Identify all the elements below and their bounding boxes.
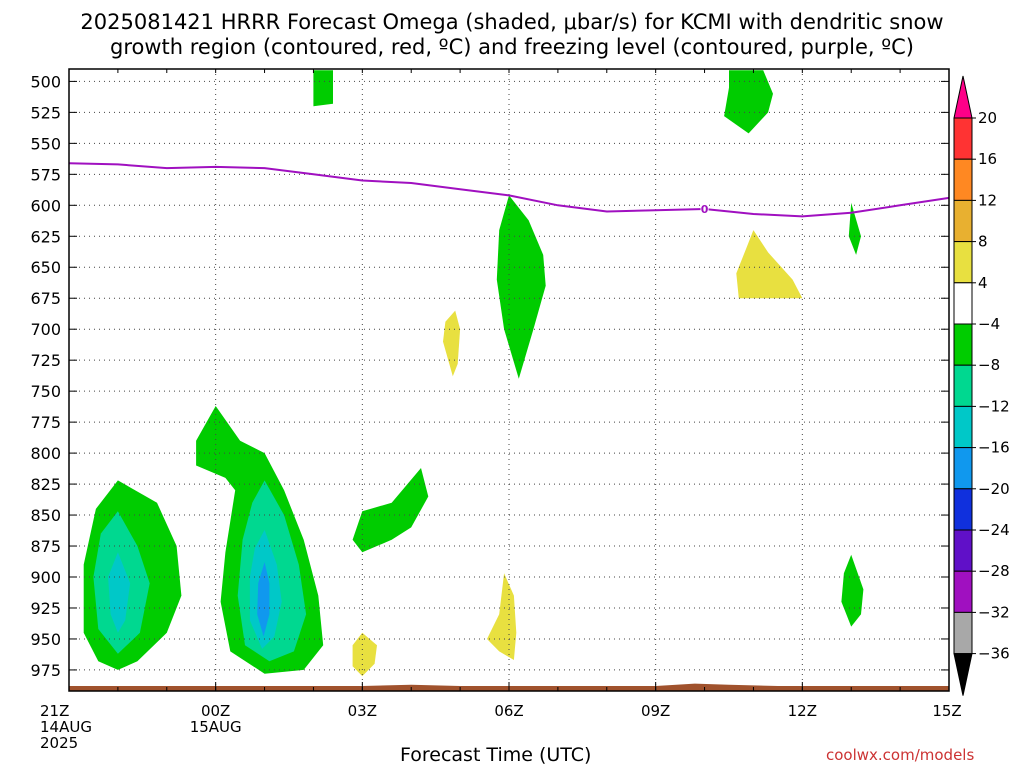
colorbar-label: −16: [978, 439, 1010, 457]
x-tick-label: 03Z: [348, 702, 377, 720]
x-tick-label: 15AUG: [190, 718, 242, 736]
y-tick-label: 950: [30, 630, 61, 649]
freezing-level-layer: 0: [68, 162, 950, 218]
colorbar-label: −20: [978, 480, 1010, 498]
y-tick-label: 900: [30, 568, 61, 587]
y-tick-label: 650: [30, 258, 61, 277]
y-tick-label: 600: [30, 196, 61, 215]
freezing-level-label-bg: [700, 202, 709, 216]
omega-region: [848, 202, 861, 255]
colorbar-segment: [953, 488, 973, 531]
colorbar: 20 16 12 8 4 −4 −8 −12 −16 −20 −24 −28 −32 −36: [953, 75, 1010, 696]
y-tick-label: 975: [30, 661, 61, 680]
colorbar-segment: [953, 199, 973, 243]
colorbar-label: −32: [978, 603, 1010, 621]
colorbar-segment: [953, 611, 973, 655]
y-tick-label: 625: [30, 227, 61, 246]
x-tick-label: 21Z: [40, 702, 69, 720]
grid-layer: [69, 69, 949, 691]
y-tick-label: 700: [30, 320, 61, 339]
omega-region: [352, 468, 429, 553]
omega-region: [108, 552, 131, 633]
x-tick-label: 2025: [40, 734, 78, 752]
x-axis-title: Forecast Time (UTC): [400, 744, 592, 766]
y-tick-label: 725: [30, 351, 61, 370]
colorbar-bottom-arrow: [953, 653, 973, 696]
colorbar-label: −12: [978, 397, 1010, 415]
y-tick-label: 525: [30, 103, 61, 122]
colorbar-segment: [953, 405, 973, 449]
y-tick-label: 750: [30, 382, 61, 401]
y-tick-label: 850: [30, 506, 61, 525]
colorbar-label: 16: [978, 150, 997, 168]
omega-region: [257, 562, 270, 637]
colorbar-top-arrow: [953, 75, 973, 119]
colorbar-segment: [953, 447, 973, 490]
colorbar-label: 20: [978, 109, 997, 127]
colorbar-label: −28: [978, 562, 1010, 580]
freezing-level-label: 0: [701, 203, 709, 216]
colorbar-segment: [953, 529, 973, 572]
colorbar-segment: [953, 158, 973, 201]
chart-title-line-1: 2025081421 HRRR Forecast Omega (shaded, …: [80, 10, 944, 34]
omega-region: [487, 573, 517, 660]
colorbar-segment: [953, 117, 973, 160]
omega-region: [496, 195, 546, 379]
colorbar-segment: [953, 323, 973, 366]
x-tick-label: 14AUG: [40, 718, 92, 736]
y-tick-label: 825: [30, 475, 61, 494]
watermark-link[interactable]: coolwx.com/models: [826, 746, 975, 764]
y-tick-label: 775: [30, 413, 61, 432]
colorbar-segment: [953, 364, 973, 407]
x-tick-label: 06Z: [494, 702, 523, 720]
y-tick-label: 800: [30, 444, 61, 463]
y-tick-label: 675: [30, 289, 61, 308]
y-tick-label: 925: [30, 599, 61, 618]
y-tick-label: 500: [30, 72, 61, 91]
freezing-level-line: [68, 162, 950, 218]
x-tick-label: 09Z: [641, 702, 670, 720]
y-axis-labels: 500 525 550 575 600 625 650 675 700 725 750 775 800 8…: [30, 72, 61, 680]
omega-region: [841, 554, 864, 627]
colorbar-segment: [953, 570, 973, 613]
omega-region: [352, 632, 377, 677]
x-tick-label: 15Z: [932, 702, 961, 720]
x-tick-label: 12Z: [788, 702, 817, 720]
omega-region: [313, 70, 333, 107]
y-tick-label: 875: [30, 537, 61, 556]
axis-ticks: [68, 69, 950, 691]
y-tick-label: 550: [30, 134, 61, 153]
colorbar-label: 8: [978, 233, 988, 251]
colorbar-segment: [953, 241, 973, 284]
colorbar-label: 12: [978, 191, 997, 209]
omega-shading-layer: [83, 70, 864, 677]
colorbar-label: −24: [978, 521, 1010, 539]
omega-region: [724, 70, 773, 134]
omega-region: [443, 310, 461, 377]
colorbar-label: −8: [978, 356, 1000, 374]
omega-region: [736, 230, 803, 299]
x-tick-label: 00Z: [201, 702, 230, 720]
colorbar-label: 4: [978, 274, 988, 292]
colorbar-label: −4: [978, 315, 1000, 333]
y-tick-label: 575: [30, 165, 61, 184]
chart-title-line-2: growth region (contoured, red, ºC) and f…: [110, 35, 914, 59]
colorbar-label: −36: [978, 645, 1010, 663]
colorbar-segment: [953, 282, 973, 325]
